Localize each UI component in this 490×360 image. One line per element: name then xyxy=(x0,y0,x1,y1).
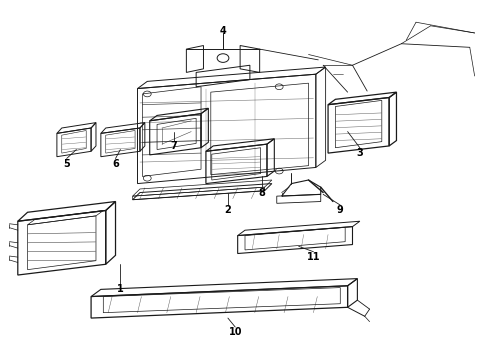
Text: 10: 10 xyxy=(228,327,242,337)
Text: 8: 8 xyxy=(259,188,266,198)
Text: 7: 7 xyxy=(171,141,177,151)
Text: 9: 9 xyxy=(337,206,343,216)
Text: 2: 2 xyxy=(224,206,231,216)
Text: 3: 3 xyxy=(356,148,363,158)
Text: 11: 11 xyxy=(307,252,320,262)
Text: 1: 1 xyxy=(117,284,124,294)
Text: 6: 6 xyxy=(112,159,119,169)
Text: 5: 5 xyxy=(63,159,70,169)
Text: 4: 4 xyxy=(220,26,226,36)
